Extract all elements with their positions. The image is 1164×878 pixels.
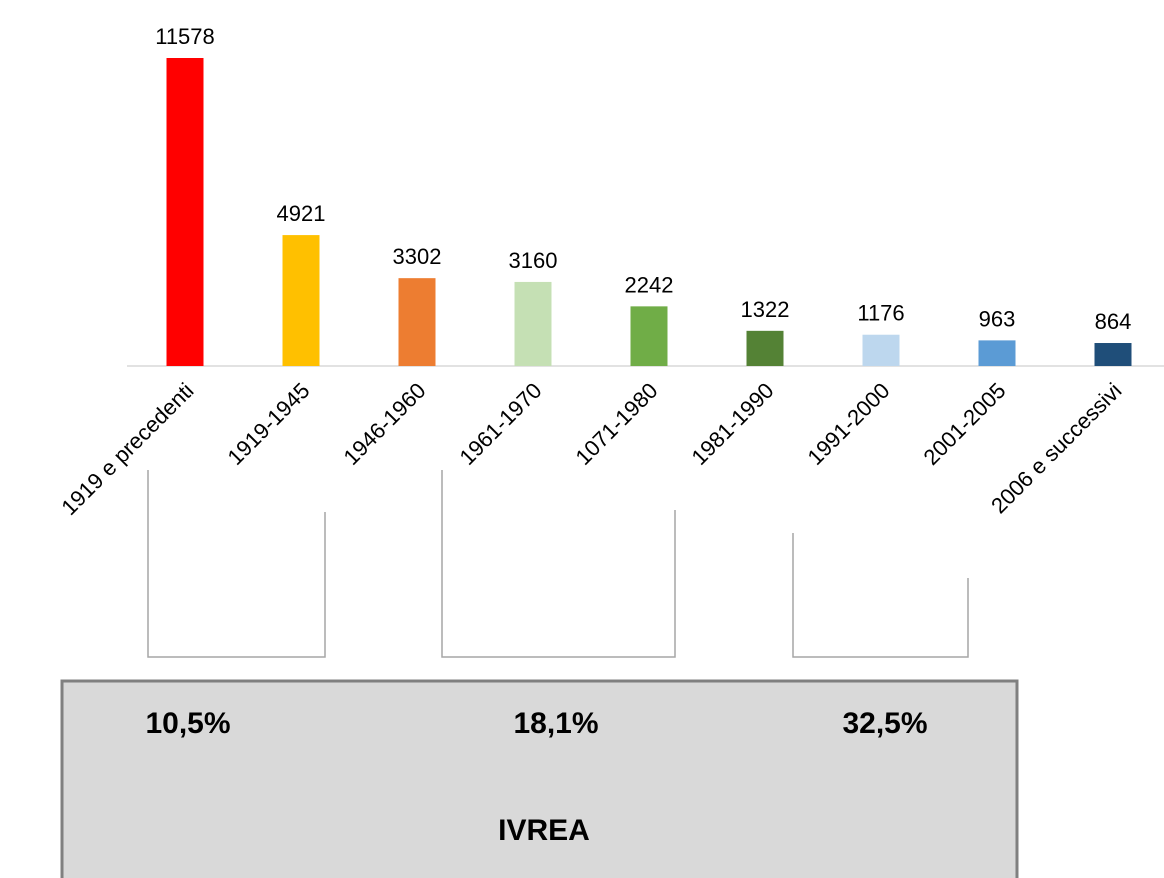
data-label: 864	[1095, 309, 1132, 334]
bar	[282, 235, 320, 366]
box-label: IVREA	[498, 814, 590, 847]
x-tick-label: 1071-1980	[570, 378, 662, 470]
data-label: 11578	[155, 24, 215, 49]
summary-box	[60, 679, 1019, 878]
bar	[398, 278, 436, 366]
data-label: 3160	[509, 248, 558, 273]
bar	[978, 340, 1016, 366]
annotation: 18,1%	[513, 707, 598, 740]
x-tick-label: 2001-2005	[918, 378, 1010, 470]
data-label: 963	[979, 306, 1016, 331]
x-tick-label: 1991-2000	[802, 378, 894, 470]
bar	[746, 330, 784, 366]
x-tick-label: 1919 e precedenti	[56, 378, 198, 520]
data-label: 2242	[625, 272, 674, 297]
bracket	[441, 470, 676, 658]
bar	[514, 281, 552, 366]
data-label: 3302	[393, 244, 442, 269]
x-tick-label: 1919-1945	[222, 378, 314, 470]
bracket	[792, 533, 969, 658]
x-tick-label: 1946-1960	[338, 378, 430, 470]
bar	[630, 306, 668, 366]
data-label: 1322	[741, 297, 790, 322]
bar	[1094, 343, 1132, 366]
bracket	[147, 470, 326, 658]
x-tick-label: 1961-1970	[454, 378, 546, 470]
bar	[862, 334, 900, 366]
annotation: 32,5%	[842, 707, 927, 740]
data-label: 1176	[857, 301, 904, 326]
annotation: 10,5%	[145, 707, 230, 740]
data-label: 4921	[277, 201, 326, 226]
bar	[166, 58, 204, 366]
x-tick-label: 1981-1990	[686, 378, 778, 470]
brackets	[147, 470, 969, 658]
